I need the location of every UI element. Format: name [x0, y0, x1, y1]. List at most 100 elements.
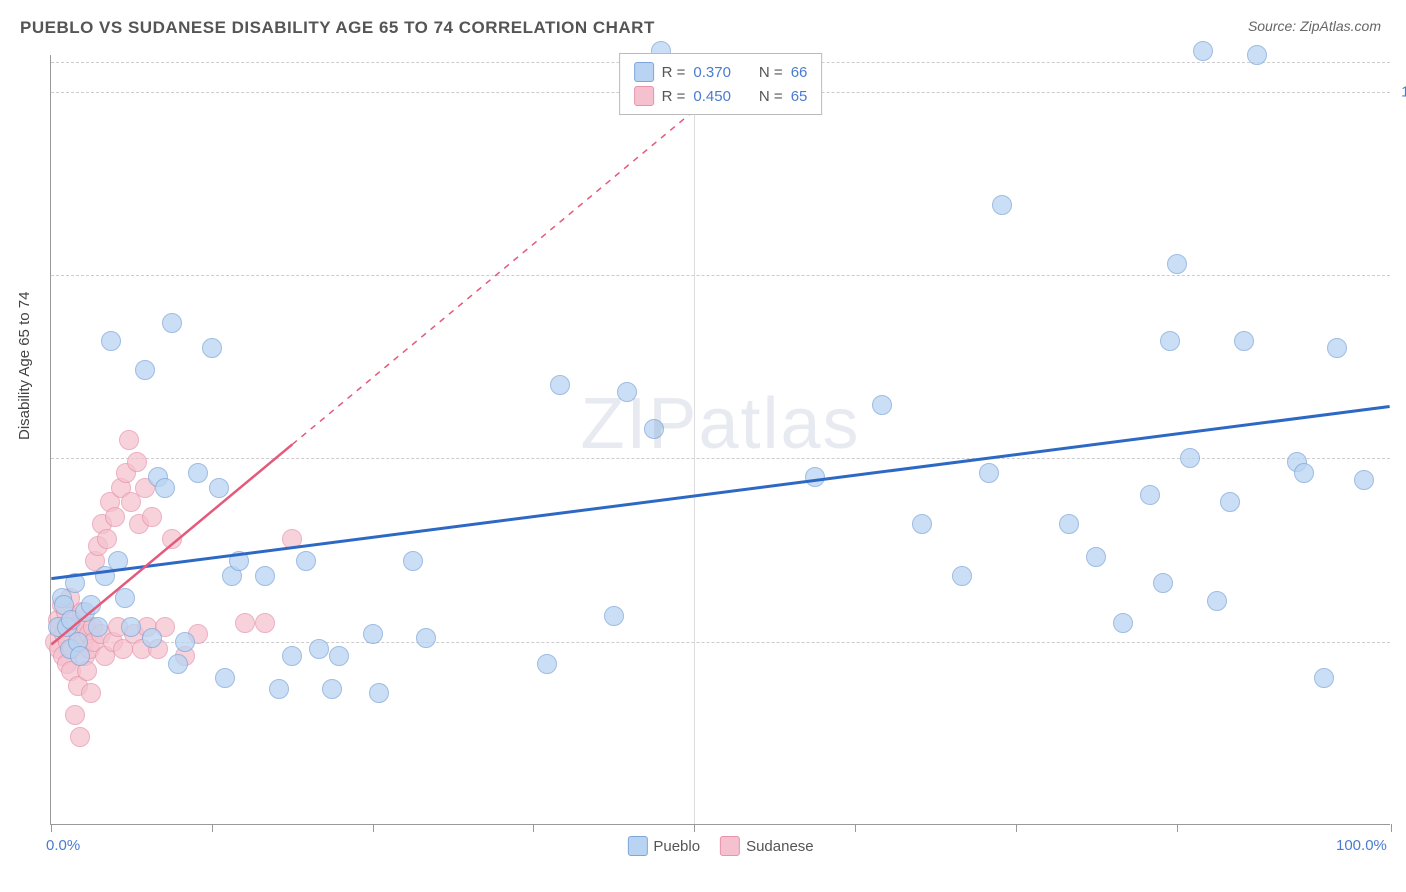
scatter-point: [70, 646, 90, 666]
scatter-point: [255, 613, 275, 633]
stats-legend-row: R =0.450N =65: [634, 84, 808, 108]
scatter-point: [369, 683, 389, 703]
scatter-point: [135, 360, 155, 380]
scatter-point: [142, 628, 162, 648]
scatter-point: [1327, 338, 1347, 358]
scatter-point: [1314, 668, 1334, 688]
scatter-point: [1234, 331, 1254, 351]
scatter-point: [127, 452, 147, 472]
scatter-point: [416, 628, 436, 648]
scatter-point: [162, 313, 182, 333]
scatter-point: [175, 632, 195, 652]
scatter-point: [105, 507, 125, 527]
gridline: [51, 642, 1390, 643]
scatter-point: [202, 338, 222, 358]
legend-swatch: [634, 86, 654, 106]
scatter-point: [952, 566, 972, 586]
scatter-point: [403, 551, 423, 571]
x-tick-label: 0.0%: [46, 837, 80, 854]
scatter-point: [188, 463, 208, 483]
x-tick: [1391, 824, 1392, 832]
series-legend-item: Sudanese: [720, 836, 814, 856]
scatter-point: [1220, 492, 1240, 512]
x-tick: [1177, 824, 1178, 832]
scatter-point: [1167, 254, 1187, 274]
legend-swatch: [720, 836, 740, 856]
series-legend-label: Sudanese: [746, 838, 814, 855]
x-tick: [694, 824, 695, 832]
scatter-point: [70, 727, 90, 747]
scatter-point: [979, 463, 999, 483]
scatter-point: [88, 617, 108, 637]
legend-r-label: R =: [662, 64, 686, 81]
scatter-point: [805, 467, 825, 487]
scatter-point: [121, 617, 141, 637]
scatter-point: [550, 375, 570, 395]
scatter-point: [322, 679, 342, 699]
scatter-point: [282, 646, 302, 666]
scatter-point: [617, 382, 637, 402]
scatter-point: [215, 668, 235, 688]
scatter-point: [872, 395, 892, 415]
scatter-point: [155, 478, 175, 498]
scatter-point: [992, 195, 1012, 215]
x-tick: [1016, 824, 1017, 832]
scatter-point: [235, 613, 255, 633]
scatter-point: [1086, 547, 1106, 567]
x-tick: [212, 824, 213, 832]
legend-n-label: N =: [759, 64, 783, 81]
scatter-point: [255, 566, 275, 586]
x-tick: [533, 824, 534, 832]
x-tick: [51, 824, 52, 832]
scatter-point: [1193, 41, 1213, 61]
scatter-point: [101, 331, 121, 351]
scatter-point: [269, 679, 289, 699]
legend-n-value: 66: [791, 64, 808, 81]
trend-lines: [51, 55, 1390, 824]
legend-n-label: N =: [759, 88, 783, 105]
legend-n-value: 65: [791, 88, 808, 105]
scatter-point: [1140, 485, 1160, 505]
scatter-point: [115, 588, 135, 608]
scatter-point: [229, 551, 249, 571]
scatter-point: [1247, 45, 1267, 65]
scatter-point: [1294, 463, 1314, 483]
scatter-point: [142, 507, 162, 527]
scatter-point: [912, 514, 932, 534]
legend-r-value: 0.370: [693, 64, 731, 81]
scatter-point: [537, 654, 557, 674]
scatter-point: [329, 646, 349, 666]
scatter-point: [1113, 613, 1133, 633]
source-attribution: Source: ZipAtlas.com: [1248, 18, 1381, 34]
scatter-point: [1180, 448, 1200, 468]
correlation-chart: PUEBLO VS SUDANESE DISABILITY AGE 65 TO …: [0, 0, 1406, 892]
scatter-point: [282, 529, 302, 549]
x-tick: [373, 824, 374, 832]
scatter-point: [1207, 591, 1227, 611]
gridline: [694, 55, 695, 824]
series-legend-item: Pueblo: [627, 836, 700, 856]
scatter-point: [65, 705, 85, 725]
scatter-point: [1160, 331, 1180, 351]
scatter-point: [604, 606, 624, 626]
scatter-point: [363, 624, 383, 644]
legend-swatch: [627, 836, 647, 856]
scatter-point: [108, 551, 128, 571]
legend-r-value: 0.450: [693, 88, 731, 105]
scatter-point: [168, 654, 188, 674]
scatter-point: [296, 551, 316, 571]
scatter-point: [81, 683, 101, 703]
stats-legend: R =0.370N =66R =0.450N =65: [619, 53, 823, 115]
scatter-point: [1059, 514, 1079, 534]
legend-swatch: [634, 62, 654, 82]
chart-title: PUEBLO VS SUDANESE DISABILITY AGE 65 TO …: [20, 18, 655, 38]
scatter-point: [209, 478, 229, 498]
scatter-point: [1354, 470, 1374, 490]
x-tick: [855, 824, 856, 832]
scatter-point: [97, 529, 117, 549]
scatter-point: [119, 430, 139, 450]
scatter-point: [1153, 573, 1173, 593]
scatter-point: [644, 419, 664, 439]
plot-area: ZIPatlas R =0.370N =66R =0.450N =65 Pueb…: [50, 55, 1390, 825]
scatter-point: [81, 595, 101, 615]
